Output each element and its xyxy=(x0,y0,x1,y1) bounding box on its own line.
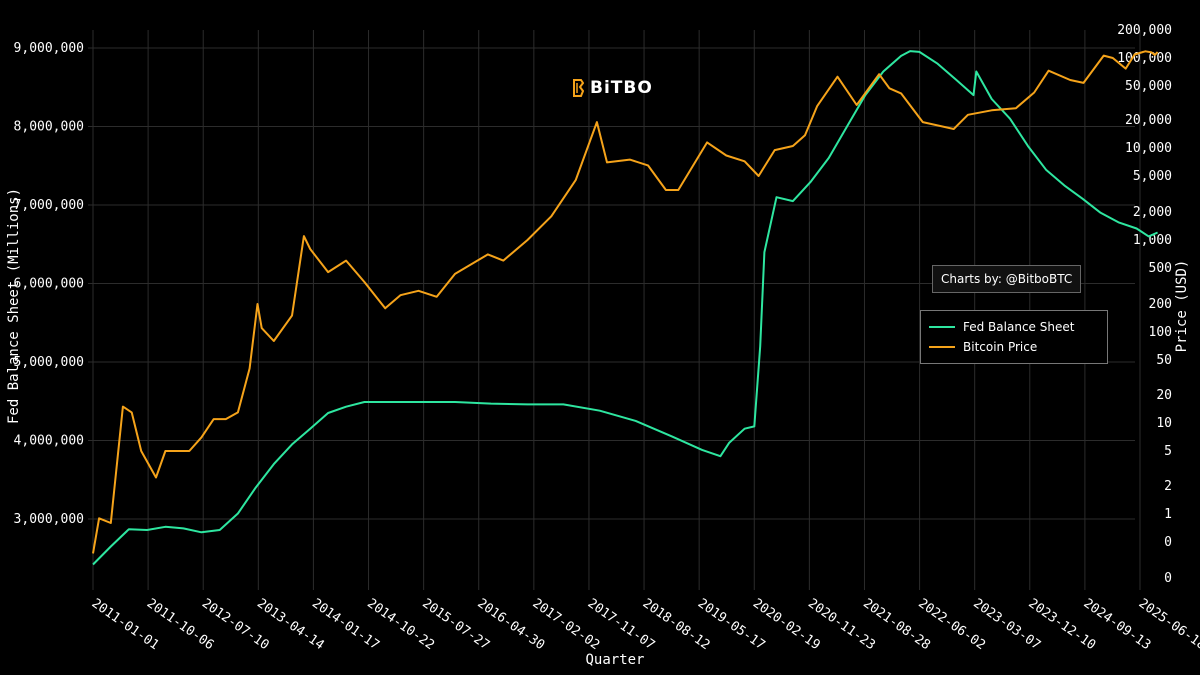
y-right-tick-label: 10 xyxy=(1156,416,1172,431)
legend-item-fed: Fed Balance Sheet xyxy=(929,317,1099,337)
y-right-tick-label: 20 xyxy=(1156,388,1172,403)
y-right-tick-label: 50,000 xyxy=(1125,79,1172,94)
x-axis: 2011-01-012011-10-062012-07-102013-04-14… xyxy=(89,596,1200,653)
chart-credit: Charts by: @BitboBTC xyxy=(932,265,1082,293)
brand-logo: BiTBO xyxy=(572,78,653,98)
y-right-tick-label: 0 xyxy=(1164,535,1172,550)
brand-name: BiTBO xyxy=(590,78,653,98)
y-right-tick-label: 100 xyxy=(1149,325,1172,340)
legend-label-fed: Fed Balance Sheet xyxy=(963,320,1075,334)
y-right-tick-label: 200,000 xyxy=(1117,23,1172,38)
legend-item-btc: Bitcoin Price xyxy=(929,337,1099,357)
y-left-tick-label: 9,000,000 xyxy=(14,41,84,56)
bitbo-logo-icon xyxy=(573,79,584,97)
y-right-tick-label: 0 xyxy=(1164,571,1172,586)
y-right-tick-label: 5 xyxy=(1164,444,1172,459)
y-axis-right-title: Price (USD) xyxy=(1174,260,1190,353)
y-right-tick-label: 20,000 xyxy=(1125,113,1172,128)
y-right-tick-label: 100,000 xyxy=(1117,51,1172,66)
y-left-tick-label: 7,000,000 xyxy=(14,198,84,213)
legend-swatch-fed xyxy=(929,326,955,328)
y-left-tick-label: 4,000,000 xyxy=(14,434,84,449)
y-left-tick-label: 6,000,000 xyxy=(14,277,84,292)
y-right-tick-label: 1,000 xyxy=(1133,233,1172,248)
bitcoin-price-line xyxy=(92,50,1159,554)
y-axis-left-title: Fed Balance Sheet (Millions) xyxy=(6,188,22,424)
y-axis-left: 3,000,000 4,000,000 5,000,000 6,000,000 7,00… xyxy=(14,41,84,527)
y-axis-right: 0 0 1 2 5 10 20 50 100 200 500 1,000 2,000 5,000 10,00… xyxy=(1117,23,1172,586)
y-right-tick-label: 50 xyxy=(1156,353,1172,368)
y-right-tick-label: 1 xyxy=(1164,507,1172,522)
y-left-tick-label: 8,000,000 xyxy=(14,120,84,135)
plot-area xyxy=(92,50,1159,566)
chart-legend: Fed Balance Sheet Bitcoin Price xyxy=(920,310,1108,364)
y-left-tick-label: 5,000,000 xyxy=(14,355,84,370)
legend-swatch-btc xyxy=(929,346,955,348)
y-right-tick-label: 5,000 xyxy=(1133,169,1172,184)
fed-balance-sheet-line xyxy=(92,50,1159,566)
x-axis-title: Quarter xyxy=(585,652,644,668)
y-right-tick-label: 10,000 xyxy=(1125,141,1172,156)
legend-label-btc: Bitcoin Price xyxy=(963,340,1038,354)
y-right-tick-label: 2,000 xyxy=(1133,205,1172,220)
y-right-tick-label: 500 xyxy=(1149,261,1172,276)
y-right-tick-label: 200 xyxy=(1149,297,1172,312)
y-left-tick-label: 3,000,000 xyxy=(14,512,84,527)
y-right-tick-label: 2 xyxy=(1164,479,1172,494)
